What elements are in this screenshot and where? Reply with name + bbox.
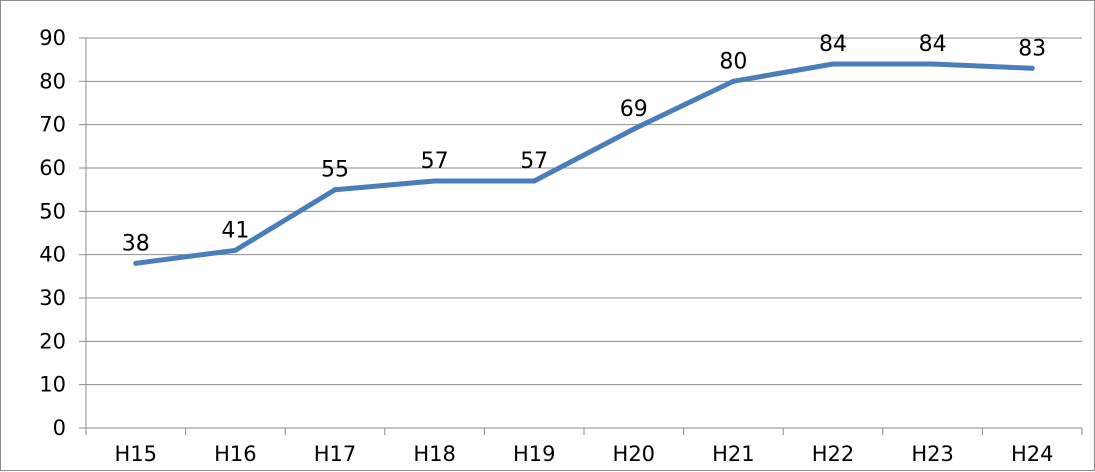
y-tick-label: 30	[39, 286, 66, 310]
data-point	[631, 126, 637, 132]
data-label: 80	[719, 49, 747, 74]
y-tick-label: 60	[39, 156, 66, 180]
axes	[79, 37, 1083, 435]
x-tick-label: H21	[712, 442, 755, 466]
y-tick-label: 70	[39, 113, 66, 137]
data-label: 84	[919, 32, 947, 57]
gridlines	[86, 37, 1082, 386]
y-tick-label: 80	[39, 69, 66, 93]
x-tick-label: H24	[1011, 442, 1054, 466]
data-label: 84	[819, 32, 847, 57]
data-point	[332, 187, 338, 193]
data-labels: 38 41 55 57 57 69 80 84 84 83	[122, 32, 1046, 256]
y-tick-label: 90	[39, 26, 66, 50]
data-label: 41	[221, 218, 249, 243]
data-label: 83	[1018, 36, 1046, 61]
x-tick-label: H15	[115, 442, 158, 466]
data-label: 57	[421, 149, 449, 174]
data-label: 69	[620, 97, 648, 122]
y-tick-labels: 0 10 20 30 40 50 60 70 80 90	[39, 26, 66, 440]
data-label: 55	[321, 158, 349, 183]
x-tick-label: H19	[513, 442, 556, 466]
data-point	[432, 178, 438, 184]
series	[133, 61, 1035, 266]
x-tick-labels: H15 H16 H17 H18 H19 H20 H21 H22 H23 H24	[115, 442, 1054, 466]
data-point	[930, 61, 936, 67]
x-tick-label: H20	[613, 442, 656, 466]
data-point	[830, 61, 836, 67]
data-point	[531, 178, 537, 184]
x-tick-label: H18	[413, 442, 456, 466]
x-tick-label: H23	[911, 442, 954, 466]
data-point	[1029, 65, 1035, 71]
y-tick-label: 50	[39, 199, 66, 223]
data-point	[133, 260, 139, 266]
series-line	[133, 61, 1035, 266]
data-point	[232, 247, 238, 253]
x-tick-label: H22	[812, 442, 855, 466]
y-tick-label: 20	[39, 329, 66, 353]
data-label: 38	[122, 231, 150, 256]
y-tick-label: 40	[39, 243, 66, 267]
y-tick-label: 10	[39, 373, 66, 397]
x-tick-label: H17	[314, 442, 357, 466]
x-tick-label: H16	[214, 442, 257, 466]
data-label: 57	[520, 149, 548, 174]
data-point	[730, 78, 736, 84]
y-tick-label: 0	[53, 416, 66, 440]
